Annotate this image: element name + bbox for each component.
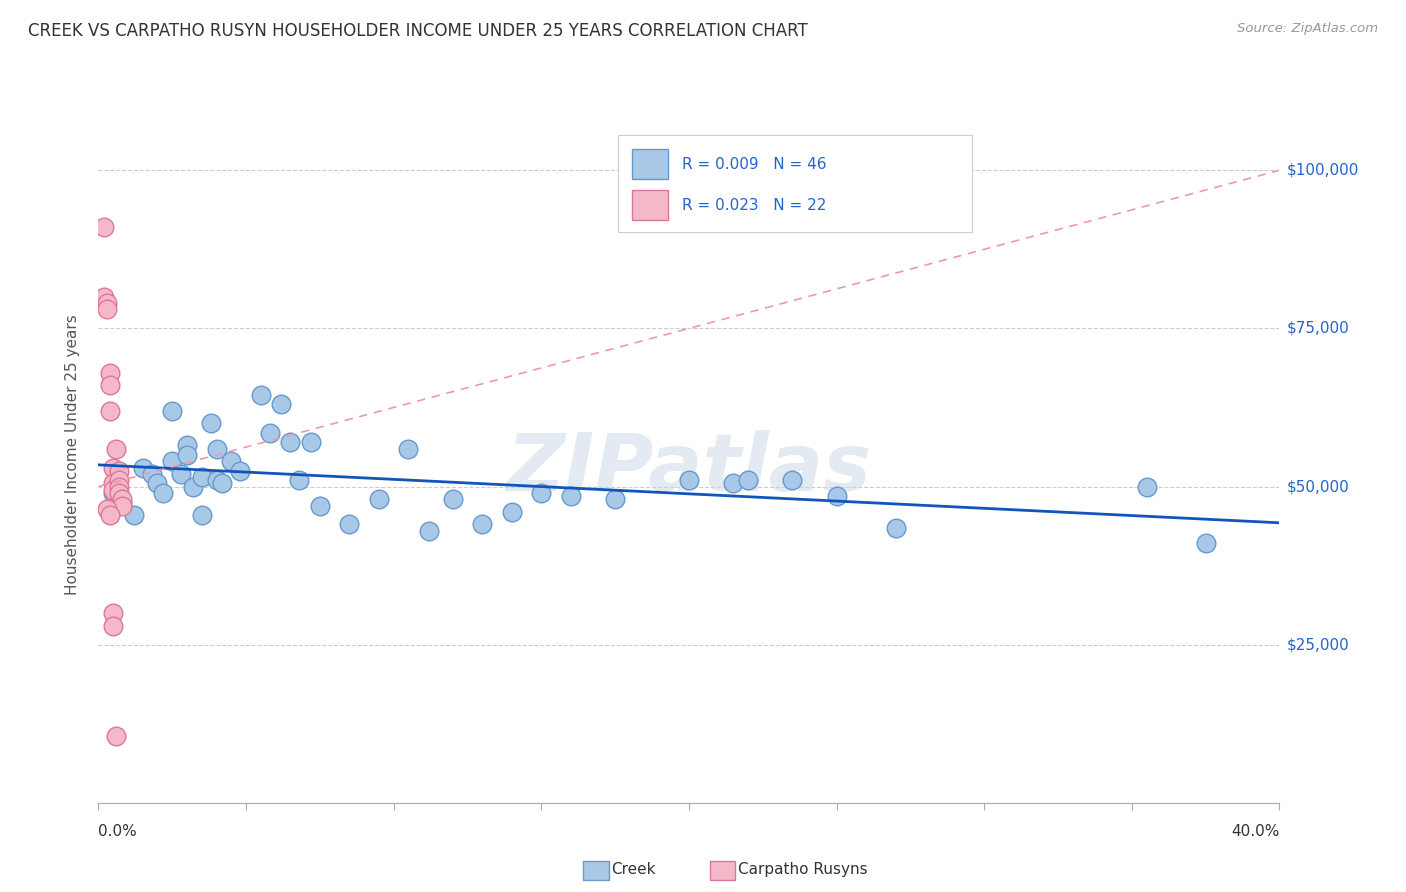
Point xyxy=(605,492,627,507)
Text: CREEK VS CARPATHO RUSYN HOUSEHOLDER INCOME UNDER 25 YEARS CORRELATION CHART: CREEK VS CARPATHO RUSYN HOUSEHOLDER INCO… xyxy=(28,22,808,40)
Point xyxy=(259,425,281,440)
Text: ZIPatlas: ZIPatlas xyxy=(506,430,872,508)
Bar xyxy=(633,190,668,219)
Point xyxy=(103,476,125,491)
Point xyxy=(721,476,744,491)
Text: $25,000: $25,000 xyxy=(1286,637,1350,652)
Point xyxy=(105,730,128,744)
Point xyxy=(200,417,222,431)
Point xyxy=(219,454,242,468)
Point xyxy=(176,438,198,452)
Point xyxy=(111,492,134,507)
Point xyxy=(471,517,494,532)
Point xyxy=(191,470,214,484)
Point xyxy=(103,460,125,475)
Text: Source: ZipAtlas.com: Source: ZipAtlas.com xyxy=(1237,22,1378,36)
Text: Carpatho Rusyns: Carpatho Rusyns xyxy=(738,863,868,877)
Point xyxy=(205,442,228,456)
Text: 0.0%: 0.0% xyxy=(98,823,138,838)
Point xyxy=(418,524,440,538)
Text: $100,000: $100,000 xyxy=(1286,163,1358,178)
Point xyxy=(250,388,273,402)
Point xyxy=(111,495,134,509)
Point xyxy=(309,499,332,513)
Point xyxy=(1195,536,1218,550)
Point xyxy=(270,397,292,411)
Point xyxy=(560,489,582,503)
Point xyxy=(229,464,252,478)
Point xyxy=(181,479,204,493)
Point xyxy=(211,476,233,491)
Point xyxy=(141,467,163,481)
Point xyxy=(98,366,121,380)
Point xyxy=(176,448,198,462)
Point xyxy=(108,486,131,500)
Point xyxy=(152,486,174,500)
Point xyxy=(205,473,228,487)
Point xyxy=(299,435,322,450)
Point xyxy=(170,467,193,481)
Point xyxy=(278,435,302,450)
Point xyxy=(108,464,131,478)
Bar xyxy=(633,150,668,178)
Text: Creek: Creek xyxy=(612,863,657,877)
Point xyxy=(96,302,118,317)
Text: R = 0.009   N = 46: R = 0.009 N = 46 xyxy=(682,157,827,171)
Point xyxy=(441,492,464,507)
Point xyxy=(93,290,115,304)
Point xyxy=(98,508,121,522)
Point xyxy=(368,492,391,507)
Point xyxy=(337,517,360,532)
Point xyxy=(103,606,125,620)
Point xyxy=(111,499,134,513)
Point xyxy=(103,483,125,497)
Point xyxy=(146,476,169,491)
Point xyxy=(98,403,121,417)
Bar xyxy=(619,135,973,232)
Point xyxy=(103,618,125,632)
Point xyxy=(108,473,131,487)
Point xyxy=(288,473,311,487)
Text: R = 0.023   N = 22: R = 0.023 N = 22 xyxy=(682,197,827,212)
Point xyxy=(501,505,523,519)
Point xyxy=(782,473,804,487)
Point xyxy=(884,521,907,535)
Point xyxy=(105,442,128,456)
Point xyxy=(162,454,183,468)
Point xyxy=(396,442,419,456)
Point xyxy=(1135,479,1157,493)
Point xyxy=(96,296,118,310)
Point xyxy=(678,473,700,487)
Point xyxy=(825,489,848,503)
Y-axis label: Householder Income Under 25 years: Householder Income Under 25 years xyxy=(65,315,80,595)
Text: 40.0%: 40.0% xyxy=(1232,823,1279,838)
Text: $75,000: $75,000 xyxy=(1286,321,1350,336)
Point xyxy=(103,486,125,500)
Point xyxy=(162,403,183,417)
Point xyxy=(96,501,118,516)
Point xyxy=(108,479,131,493)
Text: $50,000: $50,000 xyxy=(1286,479,1350,494)
Point xyxy=(191,508,214,522)
Point xyxy=(132,460,155,475)
Point xyxy=(98,378,121,392)
Point xyxy=(530,486,553,500)
Point xyxy=(122,508,145,522)
Point xyxy=(93,220,115,235)
Point xyxy=(737,473,759,487)
